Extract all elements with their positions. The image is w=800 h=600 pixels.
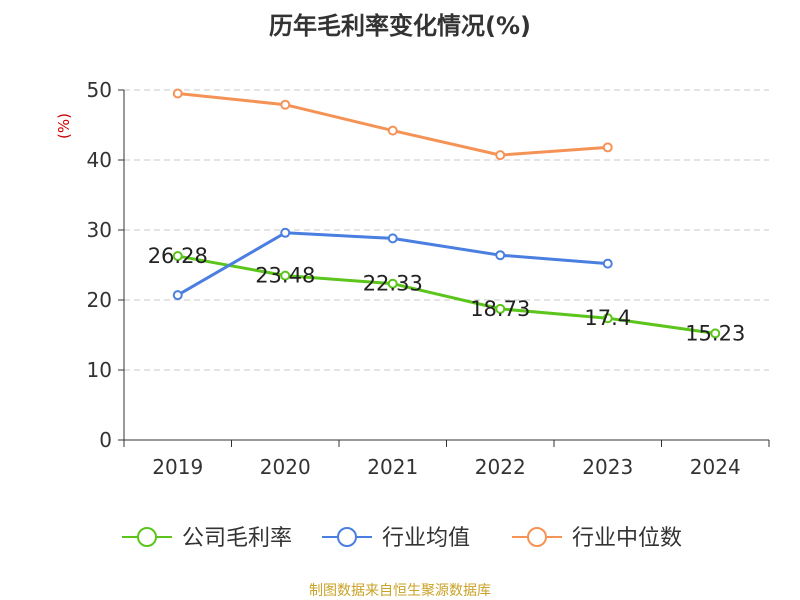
y-tick-label: 20 [87,288,112,312]
data-point [172,251,183,262]
source-note: 制图数据来自恒生聚源数据库 [309,583,491,599]
y-tick-label: 10 [87,358,112,382]
y-tick-label: 50 [87,78,112,102]
series-line-3 [177,92,608,157]
y-tick-label: 30 [87,218,112,242]
series-lines [172,88,721,339]
series-line-1 [177,254,716,335]
chart-title: 历年毛利率变化情况(%) [269,12,531,40]
data-labels: 26.28 23.48 22.33 18.73 17.4 15.23 [148,244,746,345]
data-point [495,303,506,314]
data-point [495,150,506,161]
legend-label: 行业均值 [382,526,470,551]
data-point [280,270,291,281]
data-point [602,258,613,269]
data-label: 18.73 [470,297,530,321]
legend-label: 行业中位数 [572,526,682,551]
data-point [602,313,613,324]
x-tick-label: 2019 [152,455,203,479]
legend-item-1[interactable]: 公司毛利率 [122,526,292,551]
x-tick-label: 2021 [367,455,418,479]
x-tick-label: 2020 [260,455,311,479]
x-tick-label: 2024 [690,455,741,479]
y-tick-label: 40 [87,148,112,172]
data-point [280,99,291,110]
legend-marker [137,527,157,547]
data-point [387,233,398,244]
legend[interactable]: 公司毛利率 行业均值 行业中位数 [122,526,682,551]
legend-label: 公司毛利率 [182,526,292,551]
legend-item-3[interactable]: 行业中位数 [512,526,682,551]
data-point [387,278,398,289]
y-axis-label: (%) [55,113,73,139]
legend-marker [337,527,357,547]
data-point [495,250,506,261]
data-label: 22.33 [363,272,423,296]
grid-lines [124,89,769,371]
data-point [280,227,291,238]
data-point [172,290,183,301]
data-label: 15.23 [685,321,745,345]
legend-marker [527,527,547,547]
data-point [172,88,183,99]
data-label: 23.48 [255,264,315,288]
data-point [602,142,613,153]
x-tick-label: 2023 [582,455,633,479]
data-label: 26.28 [148,244,208,268]
data-label: 17.4 [584,306,631,330]
legend-item-2[interactable]: 行业均值 [322,526,470,551]
y-tick-label: 0 [99,428,112,452]
x-tick-label: 2022 [475,455,526,479]
data-point [710,328,721,339]
data-point [387,125,398,136]
axes: 0 10 20 30 40 50 2019 2020 2021 2022 2023 2024 (%) [55,78,770,479]
